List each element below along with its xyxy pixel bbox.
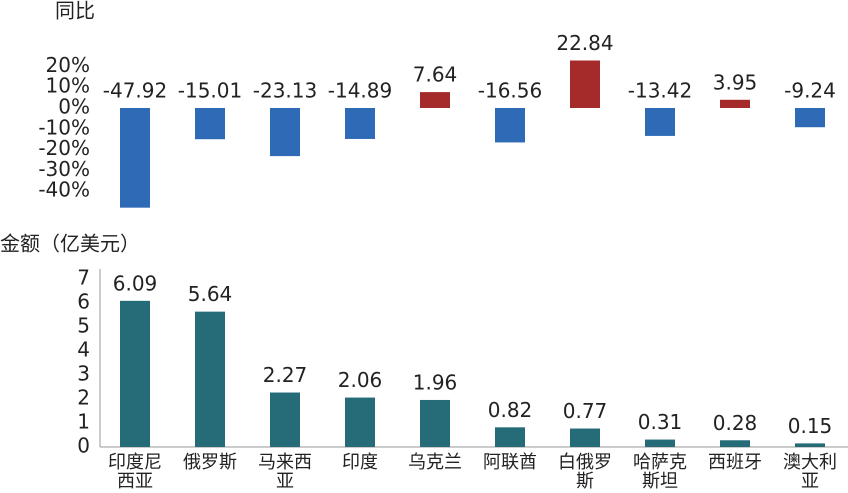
value-label: 5.64 xyxy=(188,282,233,306)
value-label: -13.42 xyxy=(628,79,692,103)
value-label: 0.82 xyxy=(488,398,533,422)
x-tick-label: 马来西亚 xyxy=(258,452,312,492)
value-label: 0.31 xyxy=(638,410,683,434)
y-tick-label: 1 xyxy=(77,410,90,434)
y-tick-label: -20% xyxy=(38,136,90,160)
y-tick-label: 3 xyxy=(77,362,90,386)
chart-title: 同比 xyxy=(55,0,95,23)
y-tick-label: -10% xyxy=(38,115,90,139)
value-label: -47.92 xyxy=(103,79,167,103)
value-label: 3.95 xyxy=(713,70,758,94)
value-label: 22.84 xyxy=(556,31,613,55)
value-label: 0.28 xyxy=(713,411,758,435)
x-tick-label: 印度 xyxy=(342,452,378,473)
value-label: 7.64 xyxy=(413,63,458,87)
x-tick-label: 哈萨克斯坦 xyxy=(633,452,687,492)
bar xyxy=(720,440,750,447)
y-tick-label: 10% xyxy=(46,74,90,98)
y-tick-label: 6 xyxy=(77,290,90,314)
x-tick-label: 白俄罗斯 xyxy=(558,452,612,492)
x-tick-label: 乌克兰 xyxy=(408,452,462,473)
x-tick-label: 西班牙 xyxy=(708,452,762,473)
y-tick-label: 20% xyxy=(46,53,90,77)
bar xyxy=(570,428,600,447)
chart-title: 金额（亿美元） xyxy=(0,232,140,256)
x-tick-label: 阿联酋 xyxy=(483,452,537,473)
y-tick-label: -30% xyxy=(38,157,90,181)
bar xyxy=(195,108,225,140)
x-tick-label: 印度尼西亚 xyxy=(108,452,162,492)
bar xyxy=(120,108,150,208)
bar xyxy=(645,439,675,447)
bar xyxy=(120,300,150,447)
bar xyxy=(270,108,300,157)
value-label: -9.24 xyxy=(784,79,836,103)
value-label: 6.09 xyxy=(113,271,158,295)
value-label: 1.96 xyxy=(413,370,458,394)
y-tick-label: 0 xyxy=(77,434,90,458)
bar xyxy=(420,399,450,447)
value-label: -14.89 xyxy=(328,79,392,103)
x-tick-label: 俄罗斯 xyxy=(183,452,237,473)
bar xyxy=(570,60,600,108)
bar xyxy=(495,108,525,143)
value-label: 2.27 xyxy=(263,363,308,387)
y-tick-label: -40% xyxy=(38,178,90,202)
value-label: -16.56 xyxy=(478,79,542,103)
bar xyxy=(495,427,525,447)
bar xyxy=(795,443,825,447)
bar xyxy=(345,108,375,139)
bar xyxy=(720,99,750,108)
bar xyxy=(795,108,825,128)
bar xyxy=(420,92,450,108)
bar xyxy=(645,108,675,136)
y-tick-label: 0% xyxy=(58,95,90,119)
bar xyxy=(270,392,300,447)
value-label: 2.06 xyxy=(338,368,383,392)
value-label: -15.01 xyxy=(178,79,242,103)
y-tick-label: 7 xyxy=(77,266,90,290)
value-label: -23.13 xyxy=(253,79,317,103)
value-label: 0.77 xyxy=(563,399,608,423)
y-tick-label: 2 xyxy=(77,386,90,410)
x-tick-label: 澳大利亚 xyxy=(783,452,837,492)
value-label: 0.15 xyxy=(788,414,833,438)
bar xyxy=(195,311,225,447)
bar xyxy=(345,397,375,447)
y-tick-label: 4 xyxy=(77,338,90,362)
y-tick-label: 5 xyxy=(77,314,90,338)
